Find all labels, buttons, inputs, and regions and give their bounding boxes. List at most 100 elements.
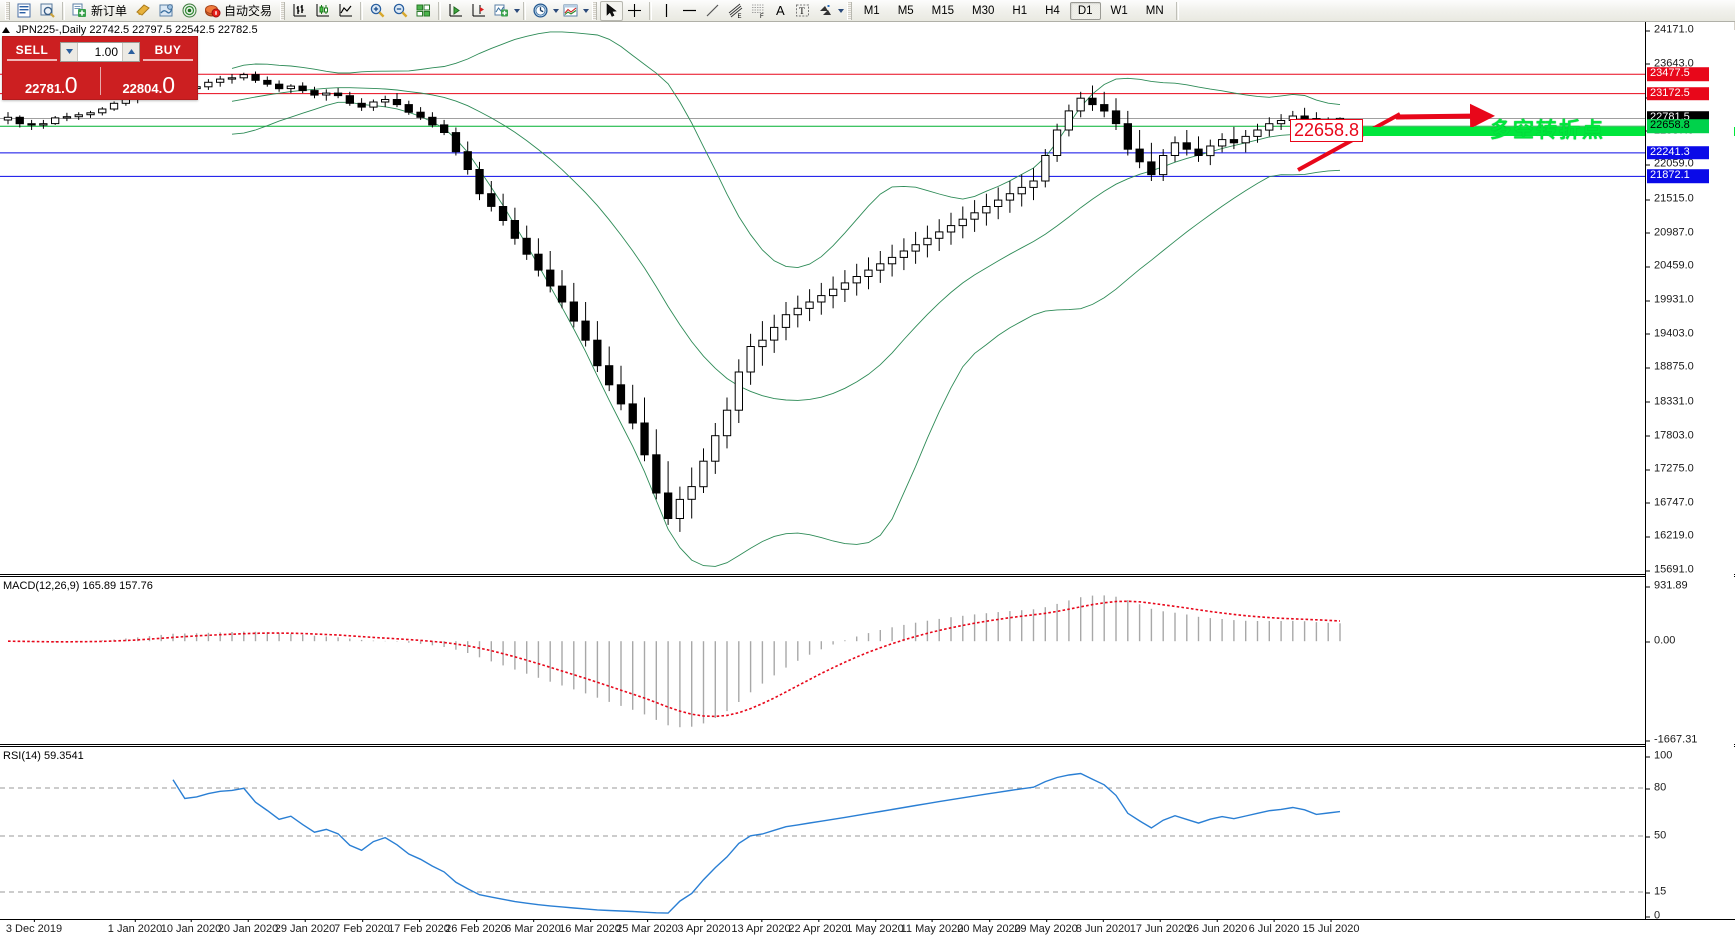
toolbar-grip-3[interactable] <box>592 1 598 20</box>
price-tick-20459-0: 20459.0 <box>1646 260 1694 272</box>
tile-windows-glyph <box>415 2 432 19</box>
date-tick-0: 3 Dec 2019 <box>5 919 63 935</box>
timeframe-m30[interactable]: M30 <box>972 4 995 17</box>
buy-button[interactable]: BUY <box>143 43 193 61</box>
price-tick-21515-0: 21515.0 <box>1646 193 1694 205</box>
fibonacci-retracement-icon[interactable]: F <box>747 1 770 21</box>
chart-symbol-title: JPN225-,Daily 22742.5 22797.5 22542.5 22… <box>0 23 258 36</box>
mql5-community-icon[interactable] <box>155 1 178 21</box>
candlestick-glyph <box>314 2 331 19</box>
rsi-tick-1: 80 <box>1646 782 1666 794</box>
buy-price[interactable]: 22804 . 0 <box>101 63 198 99</box>
vertical-line-icon[interactable] <box>655 1 678 21</box>
toolbar-separator <box>62 1 65 20</box>
cursor-icon[interactable] <box>600 0 624 21</box>
line-chart-icon[interactable] <box>334 1 357 21</box>
line-chart-glyph <box>337 2 354 19</box>
data-window-icon[interactable] <box>36 1 59 21</box>
horizontal-line-icon[interactable] <box>678 1 701 21</box>
expand-triangle-icon[interactable] <box>2 26 10 33</box>
autotrading-button[interactable]: 自动交易 <box>201 1 277 21</box>
horizontal-line-glyph <box>681 2 698 19</box>
tile-windows-icon[interactable] <box>412 1 435 21</box>
one-click-trading-panel[interactable]: SELL 1.00 BUY 22781 . 0 22804 . <box>2 36 198 100</box>
candlestick-chart-icon[interactable] <box>311 1 334 21</box>
templates-dropdown-caret[interactable] <box>583 8 590 13</box>
date-tick-2: 10 Jan 2020 <box>160 919 222 935</box>
resistance-level-1[interactable]: 23477.5 <box>1647 67 1709 81</box>
zoom-in-icon[interactable] <box>366 1 389 21</box>
timeframe-w1[interactable]: W1 <box>1110 4 1128 17</box>
new-order-button[interactable]: 新订单 <box>68 1 132 21</box>
trendline-icon[interactable] <box>701 1 724 21</box>
volume-stepper[interactable]: 1.00 <box>60 41 140 62</box>
timeframe-mn[interactable]: MN <box>1145 4 1164 17</box>
timeframe-m15[interactable]: M15 <box>931 4 955 17</box>
fibonacci-glyph: F <box>750 2 767 19</box>
date-tick-21: 6 Jul 2020 <box>1248 919 1300 935</box>
rsi-pane-separator[interactable] <box>0 744 1735 747</box>
shapes-icon[interactable] <box>814 1 837 21</box>
turning-point-level[interactable]: 22658.8 <box>1647 119 1709 134</box>
macd-tick-0: 931.89 <box>1646 580 1688 592</box>
toolbar-separator-3 <box>438 1 442 20</box>
bollinger-lower-band <box>231 101 1341 567</box>
market-watch-icon[interactable] <box>13 1 36 21</box>
indicators-icon[interactable] <box>490 1 513 21</box>
svg-text:T: T <box>799 7 805 17</box>
price-callout-box[interactable]: 22658.8 <box>1290 119 1364 143</box>
volume-increment-button[interactable] <box>122 42 139 61</box>
shapes-dropdown-caret[interactable] <box>837 8 844 13</box>
trade-panel-prices: 22781 . 0 22804 . 0 <box>3 63 197 99</box>
buy-price-decimal-separator: . <box>158 81 163 96</box>
bar-chart-icon[interactable] <box>288 1 311 21</box>
text-label-icon[interactable]: T <box>791 1 814 21</box>
sell-button[interactable]: SELL <box>7 43 57 61</box>
timeframe-h1[interactable]: H1 <box>1012 4 1028 17</box>
period-dropdown-caret[interactable] <box>553 8 560 13</box>
signals-icon[interactable] <box>178 1 201 21</box>
turning-point-text[interactable]: 多空转折点 <box>1490 119 1605 142</box>
zoom-out-glyph <box>392 2 409 19</box>
price-tick-23643-0: 23643.0 <box>1646 58 1694 69</box>
support-level-1[interactable]: 22241.3 <box>1647 146 1709 160</box>
date-tick-7: 26 Feb 2020 <box>445 919 507 935</box>
templates-icon[interactable] <box>559 1 582 21</box>
price-tick-24171-0: 24171.0 <box>1646 24 1694 36</box>
toolbar-grip[interactable] <box>5 1 10 20</box>
text-icon[interactable]: A <box>770 1 791 21</box>
auto-scroll-icon[interactable] <box>444 1 467 21</box>
chart-shift-icon[interactable] <box>467 1 490 21</box>
indicators-glyph <box>493 2 510 19</box>
rsi-tick-3: 15 <box>1646 886 1666 898</box>
indicators-dropdown-caret[interactable] <box>514 8 521 13</box>
period-clock-icon[interactable] <box>529 1 552 21</box>
volume-value[interactable]: 1.00 <box>94 44 118 59</box>
timeframe-h4[interactable]: H4 <box>1045 4 1060 17</box>
toolbar-grip-2[interactable] <box>280 1 286 20</box>
templates-glyph <box>562 2 579 19</box>
rsi-tick-2: 50 <box>1646 830 1666 842</box>
time-axis[interactable]: 3 Dec 2019 1 Jan 2020 10 Jan 2020 20 Jan 20… <box>0 919 1735 941</box>
timeframe-m1[interactable]: M1 <box>863 4 880 17</box>
price-tick-18331-0: 18331.0 <box>1646 396 1694 407</box>
price-tick-16219-0: 16219.0 <box>1646 530 1694 542</box>
volume-decrement-button[interactable] <box>61 42 78 61</box>
metaeditor-icon[interactable] <box>132 1 155 21</box>
rsi-tick-4: 0 <box>1646 910 1660 922</box>
timeframe-d1[interactable]: D1 <box>1069 1 1101 20</box>
resistance-level-2[interactable]: 23172.5 <box>1647 86 1709 101</box>
toolbar-grip-4[interactable] <box>846 1 852 20</box>
timeframe-m5[interactable]: M5 <box>897 4 914 17</box>
support-level-2[interactable]: 21872.1 <box>1647 169 1709 184</box>
price-axis[interactable]: 24171.023643.023115.022587.022059.021515… <box>1645 22 1734 922</box>
crosshair-icon[interactable] <box>623 1 646 21</box>
equidistant-channel-icon[interactable]: E <box>724 1 747 21</box>
macd-pane-separator[interactable] <box>0 574 1735 577</box>
data-window-glyph <box>39 2 56 19</box>
date-tick-19: 17 Jun 2020 <box>1129 919 1191 935</box>
zoom-out-icon[interactable] <box>389 1 412 21</box>
date-tick-14: 1 May 2020 <box>846 919 904 935</box>
sell-price[interactable]: 22781 . 0 <box>3 63 100 99</box>
